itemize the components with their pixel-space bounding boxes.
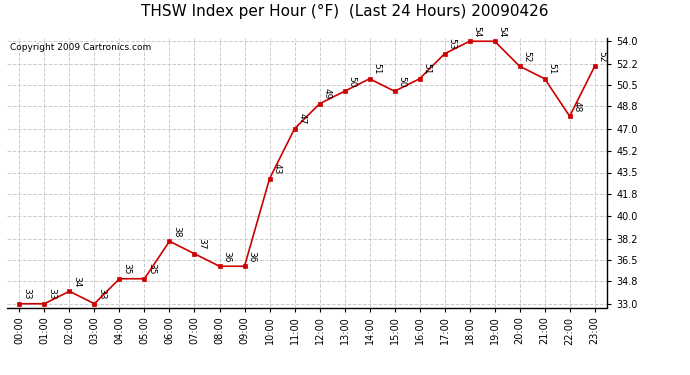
Text: THSW Index per Hour (°F)  (Last 24 Hours) 20090426: THSW Index per Hour (°F) (Last 24 Hours)… <box>141 4 549 19</box>
Text: 51: 51 <box>422 63 431 75</box>
Text: 54: 54 <box>473 26 482 37</box>
Text: 52: 52 <box>522 51 531 62</box>
Text: 52: 52 <box>598 51 607 62</box>
Text: 54: 54 <box>497 26 506 37</box>
Text: 38: 38 <box>172 226 181 237</box>
Text: 48: 48 <box>573 101 582 112</box>
Text: 33: 33 <box>97 288 106 300</box>
Text: 36: 36 <box>222 251 231 262</box>
Text: 34: 34 <box>72 276 81 287</box>
Text: 33: 33 <box>47 288 56 300</box>
Text: Copyright 2009 Cartronics.com: Copyright 2009 Cartronics.com <box>10 43 151 52</box>
Text: 50: 50 <box>397 76 406 87</box>
Text: 35: 35 <box>122 263 131 274</box>
Text: 37: 37 <box>197 238 206 250</box>
Text: 47: 47 <box>297 113 306 125</box>
Text: 43: 43 <box>273 163 282 175</box>
Text: 35: 35 <box>147 263 156 274</box>
Text: 36: 36 <box>247 251 256 262</box>
Text: 50: 50 <box>347 76 356 87</box>
Text: 51: 51 <box>373 63 382 75</box>
Text: 51: 51 <box>547 63 556 75</box>
Text: 33: 33 <box>22 288 31 300</box>
Text: 53: 53 <box>447 38 456 50</box>
Text: 49: 49 <box>322 88 331 100</box>
